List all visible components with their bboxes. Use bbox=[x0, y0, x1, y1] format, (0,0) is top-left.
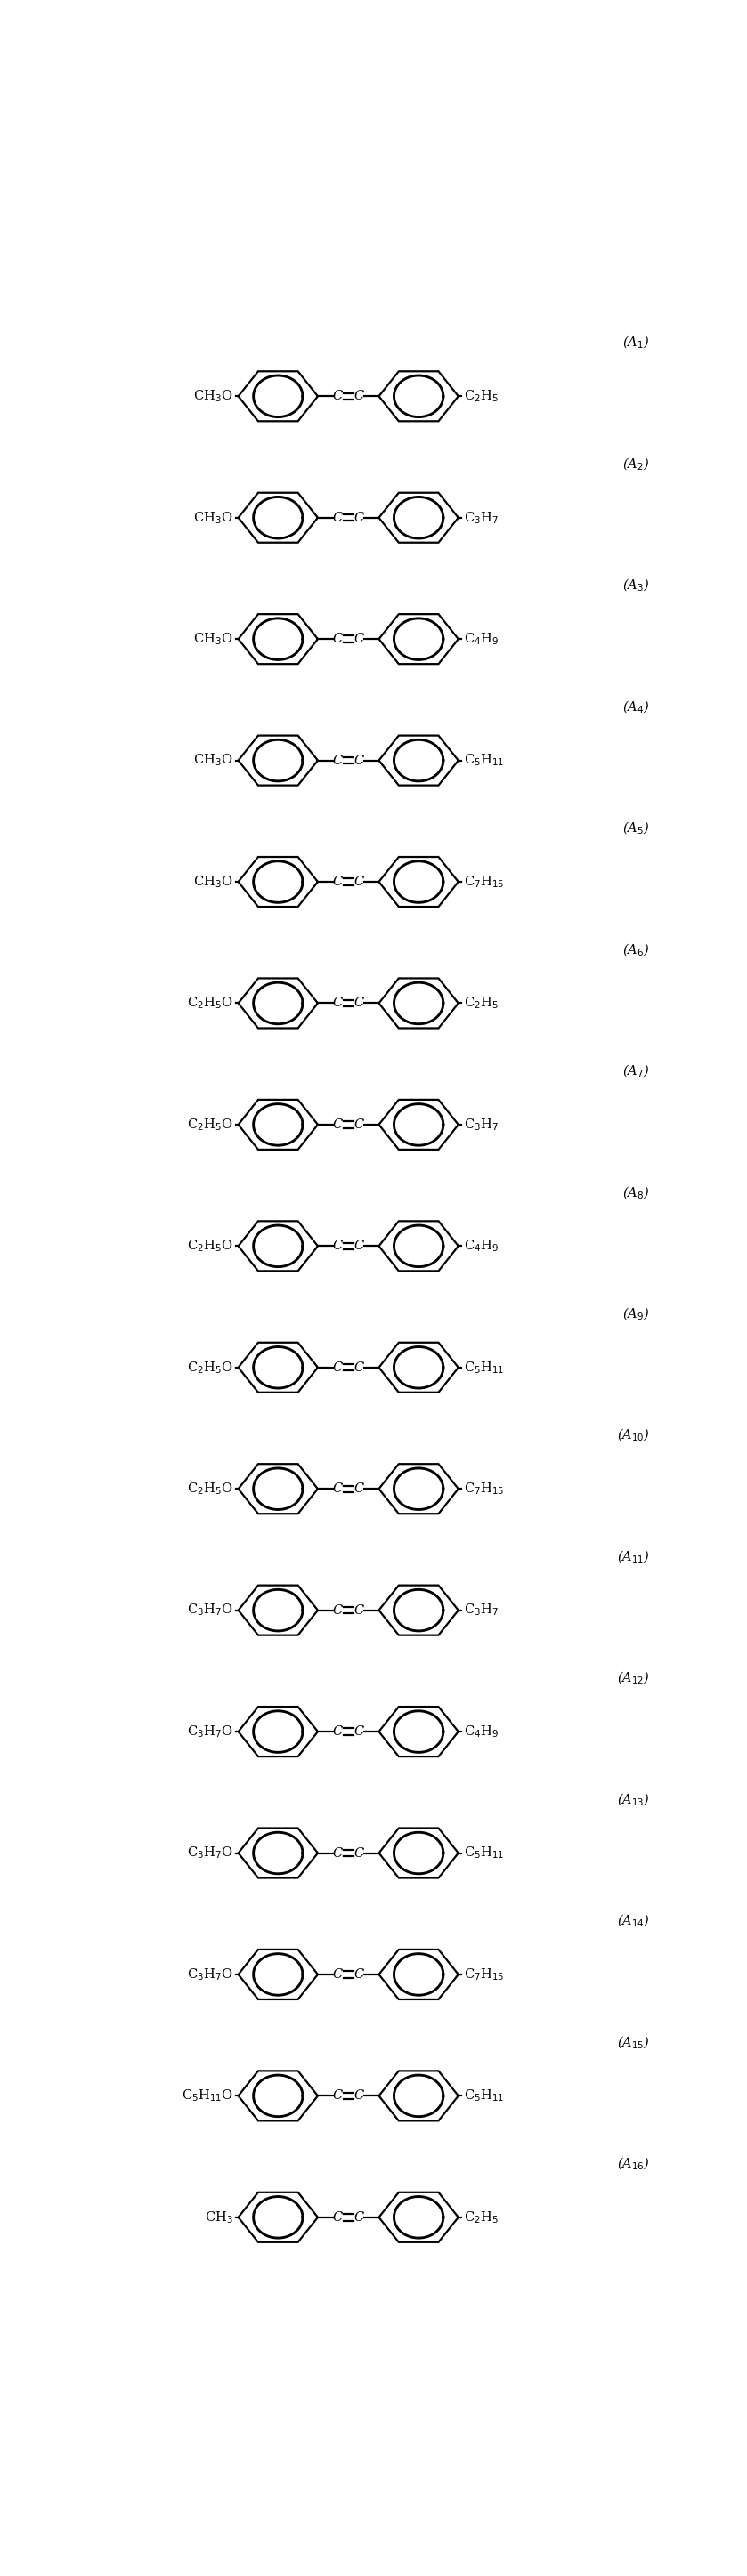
Text: C$_{3}$H$_{7}$: C$_{3}$H$_{7}$ bbox=[464, 1602, 498, 1618]
Text: C: C bbox=[332, 997, 342, 1010]
Text: C: C bbox=[332, 1968, 342, 1981]
Text: C: C bbox=[332, 1360, 342, 1373]
Text: C$_{3}$H$_{7}$: C$_{3}$H$_{7}$ bbox=[464, 510, 498, 526]
Text: C$_{5}$H$_{11}$O: C$_{5}$H$_{11}$O bbox=[182, 2089, 233, 2105]
Text: (A$_{13}$): (A$_{13}$) bbox=[617, 1790, 650, 1808]
Text: C: C bbox=[332, 876, 342, 889]
Text: C: C bbox=[354, 2210, 365, 2223]
Text: C: C bbox=[332, 1118, 342, 1131]
Text: C: C bbox=[332, 1484, 342, 1494]
Text: C$_{7}$H$_{15}$: C$_{7}$H$_{15}$ bbox=[464, 873, 504, 889]
Text: C: C bbox=[354, 1605, 365, 1618]
Text: C: C bbox=[332, 389, 342, 402]
Text: C$_{2}$H$_{5}$: C$_{2}$H$_{5}$ bbox=[464, 2210, 498, 2226]
Text: C: C bbox=[354, 634, 365, 644]
Text: C: C bbox=[332, 1605, 342, 1618]
Text: C: C bbox=[354, 2089, 365, 2102]
Text: (A$_{16}$): (A$_{16}$) bbox=[617, 2156, 650, 2172]
Text: C$_{7}$H$_{15}$: C$_{7}$H$_{15}$ bbox=[464, 1481, 504, 1497]
Text: C: C bbox=[354, 1968, 365, 1981]
Text: C: C bbox=[354, 1726, 365, 1739]
Text: (A$_{7}$): (A$_{7}$) bbox=[623, 1064, 650, 1079]
Text: C$_{3}$H$_{7}$O: C$_{3}$H$_{7}$O bbox=[187, 1602, 233, 1618]
Text: C: C bbox=[332, 1847, 342, 1860]
Text: C$_{4}$H$_{9}$: C$_{4}$H$_{9}$ bbox=[464, 631, 498, 647]
Text: C$_{4}$H$_{9}$: C$_{4}$H$_{9}$ bbox=[464, 1239, 498, 1255]
Text: C$_{5}$H$_{11}$: C$_{5}$H$_{11}$ bbox=[464, 1360, 504, 1376]
Text: C$_{3}$H$_{7}$O: C$_{3}$H$_{7}$O bbox=[187, 1965, 233, 1984]
Text: (A$_{10}$): (A$_{10}$) bbox=[617, 1427, 650, 1443]
Text: C$_{5}$H$_{11}$: C$_{5}$H$_{11}$ bbox=[464, 2089, 504, 2105]
Text: C: C bbox=[354, 389, 365, 402]
Text: C: C bbox=[354, 1239, 365, 1252]
Text: (A$_{5}$): (A$_{5}$) bbox=[623, 819, 650, 837]
Text: (A$_{4}$): (A$_{4}$) bbox=[623, 698, 650, 716]
Text: C$_{2}$H$_{5}$: C$_{2}$H$_{5}$ bbox=[464, 389, 498, 404]
Text: C: C bbox=[354, 1360, 365, 1373]
Text: C: C bbox=[332, 1239, 342, 1252]
Text: C$_{3}$H$_{7}$: C$_{3}$H$_{7}$ bbox=[464, 1118, 498, 1133]
Text: C$_{3}$H$_{7}$O: C$_{3}$H$_{7}$O bbox=[187, 1844, 233, 1860]
Text: C: C bbox=[332, 1726, 342, 1739]
Text: (A$_{1}$): (A$_{1}$) bbox=[623, 335, 650, 350]
Text: (A$_{15}$): (A$_{15}$) bbox=[617, 2035, 650, 2050]
Text: (A$_{12}$): (A$_{12}$) bbox=[617, 1669, 650, 1687]
Text: C$_{2}$H$_{5}$O: C$_{2}$H$_{5}$O bbox=[187, 1118, 233, 1133]
Text: (A$_{9}$): (A$_{9}$) bbox=[623, 1306, 650, 1321]
Text: (A$_{8}$): (A$_{8}$) bbox=[623, 1185, 650, 1200]
Text: C$_{2}$H$_{5}$: C$_{2}$H$_{5}$ bbox=[464, 994, 498, 1012]
Text: C: C bbox=[332, 513, 342, 523]
Text: C: C bbox=[354, 1847, 365, 1860]
Text: C: C bbox=[354, 997, 365, 1010]
Text: C$_{4}$H$_{9}$: C$_{4}$H$_{9}$ bbox=[464, 1723, 498, 1739]
Text: C$_{5}$H$_{11}$: C$_{5}$H$_{11}$ bbox=[464, 752, 504, 768]
Text: C$_{7}$H$_{15}$: C$_{7}$H$_{15}$ bbox=[464, 1965, 504, 1984]
Text: C$_{2}$H$_{5}$O: C$_{2}$H$_{5}$O bbox=[187, 1481, 233, 1497]
Text: CH$_{3}$: CH$_{3}$ bbox=[205, 2210, 233, 2226]
Text: C: C bbox=[354, 1118, 365, 1131]
Text: (A$_{11}$): (A$_{11}$) bbox=[617, 1548, 650, 1566]
Text: C: C bbox=[354, 876, 365, 889]
Text: (A$_{2}$): (A$_{2}$) bbox=[623, 456, 650, 471]
Text: CH$_{3}$O: CH$_{3}$O bbox=[193, 510, 233, 526]
Text: CH$_{3}$O: CH$_{3}$O bbox=[193, 389, 233, 404]
Text: CH$_{3}$O: CH$_{3}$O bbox=[193, 631, 233, 647]
Text: C$_{3}$H$_{7}$O: C$_{3}$H$_{7}$O bbox=[187, 1723, 233, 1739]
Text: C: C bbox=[354, 1484, 365, 1494]
Text: C: C bbox=[332, 2210, 342, 2223]
Text: C: C bbox=[332, 634, 342, 644]
Text: C$_{2}$H$_{5}$O: C$_{2}$H$_{5}$O bbox=[187, 1360, 233, 1376]
Text: C: C bbox=[332, 2089, 342, 2102]
Text: C: C bbox=[332, 755, 342, 768]
Text: C$_{2}$H$_{5}$O: C$_{2}$H$_{5}$O bbox=[187, 994, 233, 1012]
Text: C: C bbox=[354, 513, 365, 523]
Text: (A$_{6}$): (A$_{6}$) bbox=[623, 943, 650, 958]
Text: C$_{2}$H$_{5}$O: C$_{2}$H$_{5}$O bbox=[187, 1239, 233, 1255]
Text: CH$_{3}$O: CH$_{3}$O bbox=[193, 752, 233, 768]
Text: C: C bbox=[354, 755, 365, 768]
Text: (A$_{14}$): (A$_{14}$) bbox=[617, 1914, 650, 1929]
Text: C$_{5}$H$_{11}$: C$_{5}$H$_{11}$ bbox=[464, 1844, 504, 1860]
Text: (A$_{3}$): (A$_{3}$) bbox=[623, 577, 650, 595]
Text: CH$_{3}$O: CH$_{3}$O bbox=[193, 873, 233, 889]
